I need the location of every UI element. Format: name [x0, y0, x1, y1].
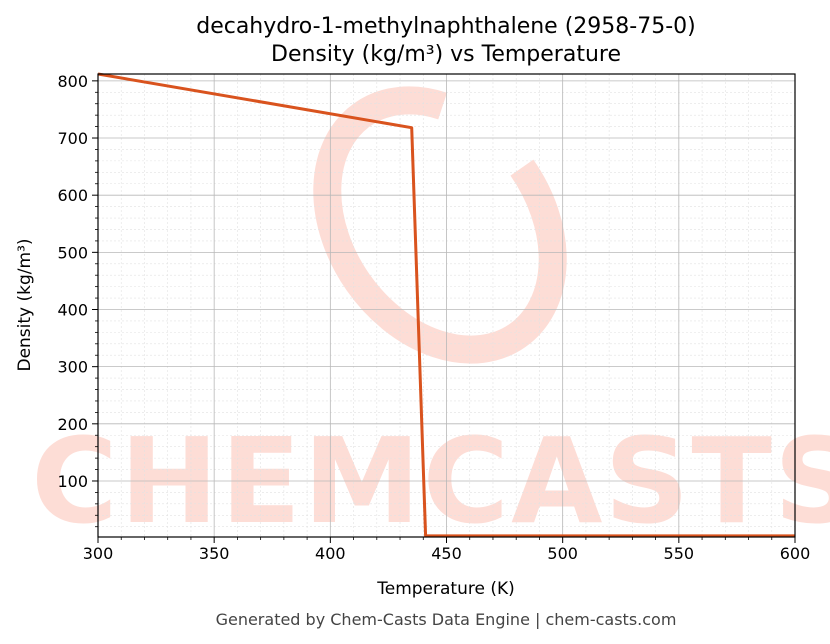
- chart-title: decahydro-1-methylnaphthalene (2958-75-0…: [196, 14, 696, 39]
- x-axis-ticks: 300 350 400 450 500 550 600: [83, 537, 811, 563]
- chart-subtitle: Density (kg/m³) vs Temperature: [271, 42, 621, 67]
- y-tick-label: 200: [57, 415, 88, 434]
- y-tick-label: 600: [57, 186, 88, 205]
- series-layer: [97, 72, 795, 538]
- watermark-c-shape: [313, 86, 567, 364]
- x-tick-label: 600: [780, 544, 811, 563]
- y-tick-label: 800: [57, 72, 88, 91]
- series-line-1: [97, 72, 795, 538]
- y-axis-ticks: 100 200 300 400 500 600 700 800: [57, 72, 98, 528]
- x-tick-label: 350: [199, 544, 230, 563]
- footer-credit: Generated by Chem-Casts Data Engine | ch…: [216, 610, 677, 629]
- y-tick-label: 500: [57, 243, 88, 262]
- x-tick-label: 300: [83, 544, 114, 563]
- y-tick-label: 400: [57, 301, 88, 320]
- x-axis-label: Temperature (K): [376, 579, 515, 599]
- y-tick-label: 100: [57, 472, 88, 491]
- y-tick-label: 300: [57, 358, 88, 377]
- x-tick-label: 500: [547, 544, 578, 563]
- y-tick-label: 700: [57, 129, 88, 148]
- x-tick-label: 450: [431, 544, 462, 563]
- y-axis-label: Density (kg/m³): [15, 238, 35, 371]
- x-tick-label: 550: [664, 544, 695, 563]
- x-tick-label: 400: [315, 544, 346, 563]
